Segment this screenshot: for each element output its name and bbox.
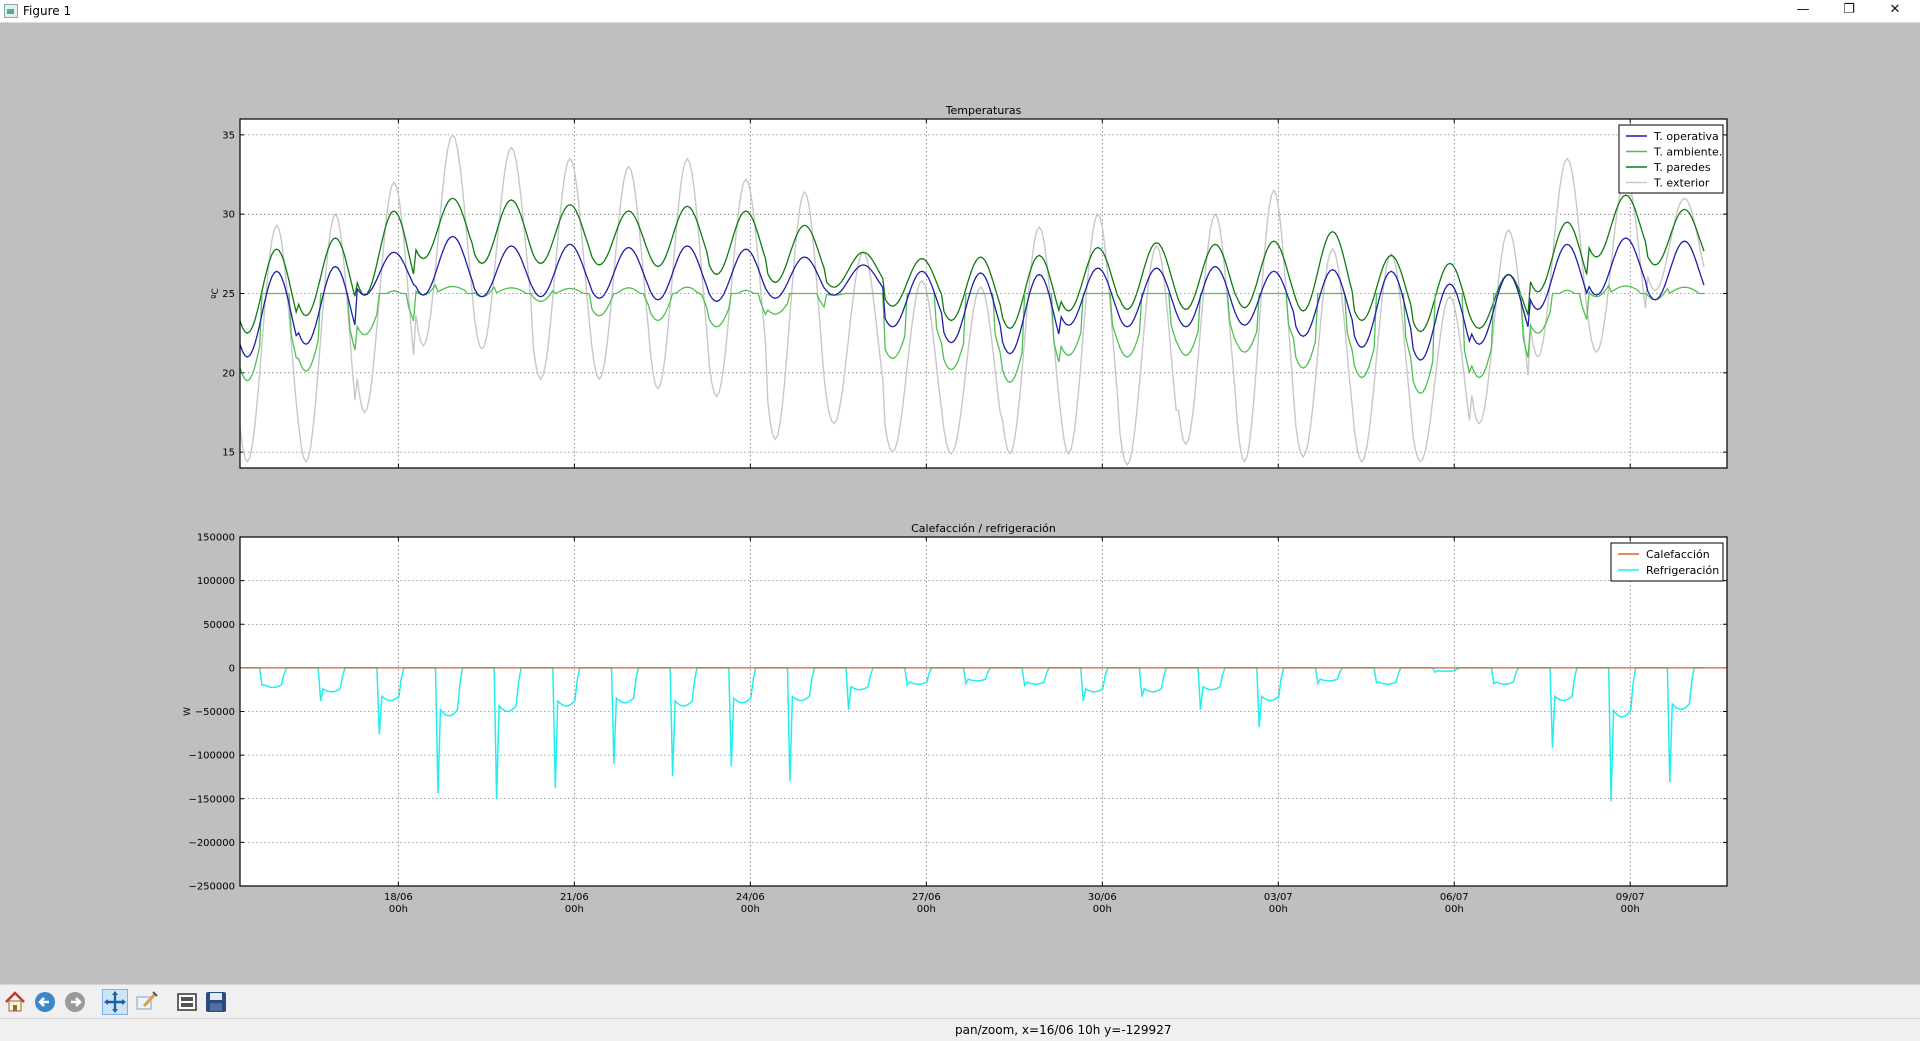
chart2-ytick-label: 150000: [197, 533, 235, 544]
xtick-label-hour: 00h: [1093, 904, 1112, 915]
forward-icon[interactable]: [62, 989, 88, 1015]
home-icon[interactable]: [2, 989, 28, 1015]
save-icon[interactable]: [203, 989, 229, 1015]
chart1-ytick-label: 30: [222, 210, 235, 221]
chart1-legend-label: T. ambiente.: [1653, 146, 1722, 159]
window-title: Figure 1: [23, 4, 72, 18]
chart2-ytick-label: −250000: [188, 882, 235, 893]
chart2-ytick-label: 50000: [203, 620, 235, 631]
series-line-texterior: [240, 133, 1705, 467]
xtick-label-hour: 00h: [389, 904, 408, 915]
chart2-ytick-label: −200000: [188, 838, 235, 849]
chart1-title: Temperaturas: [945, 104, 1022, 117]
xtick-label-date: 06/07: [1440, 892, 1469, 903]
chart2-legend-label: Calefacción: [1646, 548, 1710, 561]
app-icon: [4, 4, 18, 18]
chart1-ytick-label: 35: [222, 130, 235, 141]
chart2-series-group: [240, 667, 1727, 802]
chart2-ytick-label: −150000: [188, 794, 235, 805]
close-button[interactable]: ✕: [1889, 2, 1901, 17]
xtick-label-date: 03/07: [1264, 892, 1293, 903]
xtick-label-date: 18/06: [384, 892, 413, 903]
xtick-label-hour: 00h: [1445, 904, 1464, 915]
chart2-ytick-label: −100000: [188, 751, 235, 762]
xtick-label-date: 21/06: [560, 892, 589, 903]
xtick-label-hour: 00h: [565, 904, 584, 915]
xtick-label-date: 30/06: [1088, 892, 1117, 903]
figure-canvas[interactable]: 15 20 25 30 35 Temperaturas ºC T. operativa T. a…: [0, 23, 1920, 983]
chart1-legend-label: T. exterior: [1653, 177, 1710, 190]
chart1-ytick-label: 15: [222, 448, 235, 459]
xtick-label-hour: 00h: [1269, 904, 1288, 915]
restore-button[interactable]: ❐: [1843, 2, 1855, 17]
chart1-legend-label: T. operativa: [1653, 130, 1719, 143]
chart1-frame: [239, 118, 1728, 469]
chart1-ytick-label: 20: [222, 368, 235, 379]
configure-subplots-icon[interactable]: [174, 989, 200, 1015]
pan-icon[interactable]: [102, 989, 128, 1015]
chart2-plot-area: [240, 537, 1727, 886]
chart1-series-group: [240, 133, 1705, 467]
chart2-ytick-label: 0: [229, 663, 235, 674]
navigation-toolbar: [0, 984, 1920, 1019]
status-text: pan/zoom, x=16/06 10h y=-129927: [955, 1023, 1172, 1037]
back-icon[interactable]: [32, 989, 58, 1015]
series-line-toperativa: [240, 235, 1705, 361]
chart2-ylabel: W: [183, 707, 193, 716]
figure-svg[interactable]: 15 20 25 30 35 Temperaturas ºC T. operativa T. a…: [0, 23, 1920, 983]
minimize-button[interactable]: —: [1796, 2, 1810, 17]
chart2-legend: [1610, 542, 1724, 582]
chart2-ytick-label: −50000: [195, 707, 235, 718]
chart2-legend-label: Refrigeración: [1646, 564, 1719, 577]
chart2-title: Calefacción / refrigeración: [911, 522, 1056, 535]
chart2-frame: [239, 536, 1728, 887]
chart1-ylabel: ºC: [211, 288, 221, 299]
chart1-ytick-label: 25: [222, 289, 235, 300]
xtick-label-hour: 00h: [1621, 904, 1640, 915]
chart2-ytick-label: 100000: [197, 576, 235, 587]
zoom-icon[interactable]: [134, 989, 160, 1015]
xtick-label-date: 09/07: [1616, 892, 1645, 903]
series-line-tparedes: [240, 194, 1705, 334]
status-bar: pan/zoom, x=16/06 10h y=-129927: [0, 1018, 1920, 1041]
xtick-label-hour: 00h: [741, 904, 760, 915]
chart1-legend-label: T. paredes: [1653, 161, 1711, 174]
xtick-label-hour: 00h: [917, 904, 936, 915]
xtick-label-date: 24/06: [736, 892, 765, 903]
window-titlebar: Figure 1 — ❐ ✕: [0, 0, 1920, 23]
xtick-label-date: 27/06: [912, 892, 941, 903]
